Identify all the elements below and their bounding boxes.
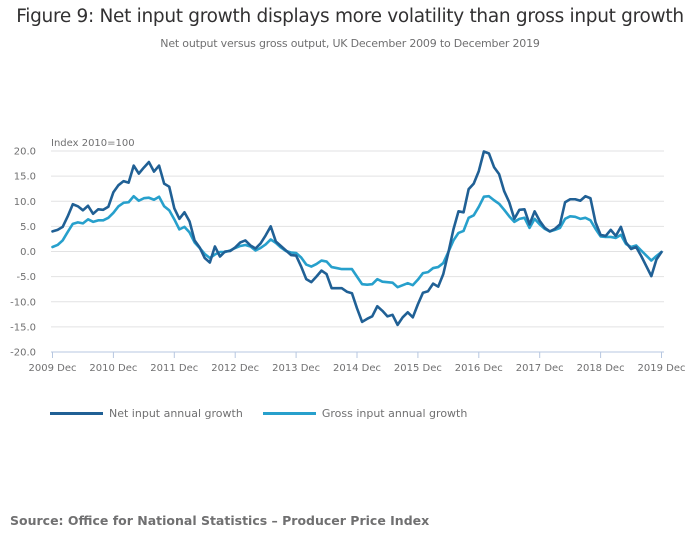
y-tick-label: 10.0	[14, 197, 36, 208]
line-chart: 20.0 15.0 10.0 5.0 0.0 -5.0 -10.0 -15.0 -20.0 In…	[10, 138, 686, 374]
x-tick-label: 2009 Dec	[29, 363, 77, 374]
y-tick-label: 15.0	[14, 172, 36, 183]
y-tick-label: 0.0	[20, 247, 36, 258]
x-tick-label: 2013 Dec	[272, 363, 320, 374]
chart-title: Figure 9: Net input growth displays more…	[16, 6, 684, 27]
y-axis-unit-label: Index 2010=100	[51, 138, 135, 149]
x-axis: 2009 Dec 2010 Dec 2011 Dec 2012 Dec 2013 Dec…	[29, 351, 686, 374]
legend: Net input annual growth Gross input annu…	[50, 407, 487, 420]
series-lines	[51, 150, 663, 327]
y-tick-label: -15.0	[10, 322, 36, 333]
legend-item-gross[interactable]: Gross input annual growth	[262, 407, 468, 420]
x-tick-label: 2016 Dec	[455, 363, 503, 374]
y-tick-label: -5.0	[16, 272, 36, 283]
legend-label-gross: Gross input annual growth	[321, 407, 468, 420]
x-tick-label: 2010 Dec	[89, 363, 137, 374]
x-tick-label: 2014 Dec	[333, 363, 381, 374]
source-note: Source: Office for National Statistics –…	[10, 513, 430, 528]
legend-label-net: Net input annual growth	[109, 407, 243, 420]
y-axis: 20.0 15.0 10.0 5.0 0.0 -5.0 -10.0 -15.0 -20.0	[10, 147, 36, 359]
y-tick-label: -10.0	[10, 297, 36, 308]
x-tick-label: 2012 Dec	[211, 363, 259, 374]
y-tick-label: -20.0	[10, 348, 36, 359]
y-tick-label: 5.0	[20, 222, 36, 233]
legend-item-net[interactable]: Net input annual growth	[50, 407, 243, 420]
legend-swatch-net	[50, 412, 103, 415]
legend-swatch-gross	[262, 412, 316, 415]
y-tick-label: 20.0	[14, 147, 36, 158]
x-tick-label: 2019 Dec	[638, 363, 686, 374]
x-tick-label: 2015 Dec	[394, 363, 442, 374]
chart-subtitle: Net output versus gross output, UK Decem…	[160, 37, 540, 50]
series-line-net-input[interactable]	[51, 150, 663, 327]
x-tick-label: 2018 Dec	[577, 363, 625, 374]
x-tick-label: 2011 Dec	[150, 363, 198, 374]
series-line-gross-input[interactable]	[51, 194, 663, 289]
x-tick-label: 2017 Dec	[516, 363, 564, 374]
gridlines	[51, 150, 664, 328]
